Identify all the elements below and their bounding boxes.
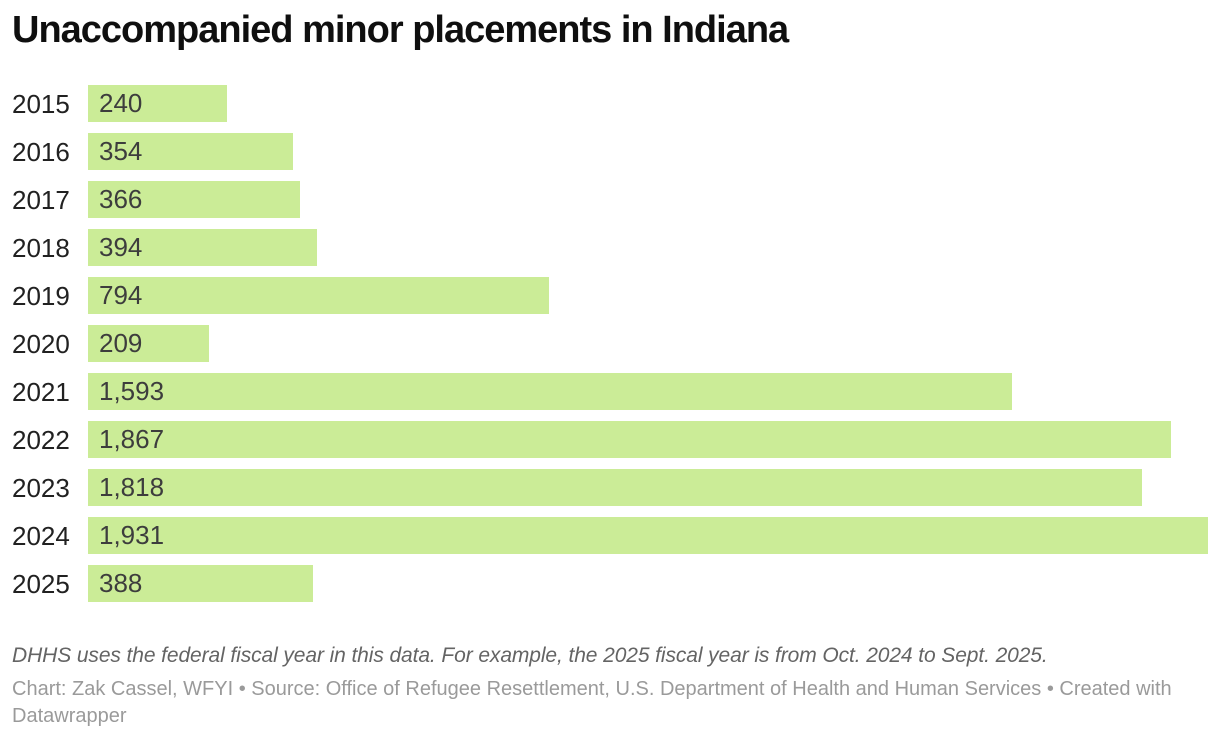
bar-row: 2019 794 [12,272,1208,320]
footnote: DHHS uses the federal fiscal year in thi… [12,643,1048,667]
bar-row: 2022 1,867 [12,416,1208,464]
bar[interactable]: 366 [88,181,301,219]
bar-track: 1,867 [88,421,1208,459]
bar-track: 1,818 [88,469,1208,507]
bar[interactable]: 1,593 [88,373,1012,411]
chart-footer: DHHS uses the federal fiscal year in thi… [12,642,1208,730]
value-label: 394 [99,232,143,263]
bar[interactable]: 240 [88,85,228,123]
year-label: 2019 [12,280,70,311]
value-label: 354 [99,136,143,167]
bar-track: 354 [88,133,1208,171]
bar-row: 2025 388 [12,560,1208,608]
attribution: Chart: Zak Cassel, WFYI • Source: Office… [12,677,1172,727]
bar-row: 2015 240 [12,80,1208,128]
bar-row: 2018 394 [12,224,1208,272]
bar-track: 1,593 [88,373,1208,411]
bar-track: 1,931 [88,517,1208,555]
bar[interactable]: 1,931 [88,517,1208,555]
year-label: 2015 [12,88,70,119]
bar-row: 2017 366 [12,176,1208,224]
bar-row: 2023 1,818 [12,464,1208,512]
bar-row: 2020 209 [12,320,1208,368]
year-label: 2024 [12,520,70,551]
bar[interactable]: 354 [88,133,294,171]
value-label: 1,818 [99,472,165,503]
bar-row: 2024 1,931 [12,512,1208,560]
year-label: 2020 [12,328,70,359]
bar[interactable]: 394 [88,229,317,267]
value-label: 240 [99,88,143,119]
bar[interactable]: 1,818 [88,469,1143,507]
year-label: 2023 [12,472,70,503]
value-label: 1,931 [99,520,165,551]
year-label: 2025 [12,568,70,599]
value-label: 388 [99,568,143,599]
bar-track: 388 [88,565,1208,603]
bar[interactable]: 1,867 [88,421,1171,459]
bar-chart: 2015 240 2016 354 2017 366 2018 394 [12,80,1208,608]
bar-track: 366 [88,181,1208,219]
year-label: 2021 [12,376,70,407]
bar[interactable]: 209 [88,325,210,363]
value-label: 1,867 [99,424,165,455]
bar-track: 209 [88,325,1208,363]
year-label: 2017 [12,184,70,215]
bar-track: 240 [88,85,1208,123]
chart-title: Unaccompanied minor placements in Indian… [12,9,789,51]
bar[interactable]: 388 [88,565,314,603]
value-label: 1,593 [99,376,165,407]
year-label: 2016 [12,136,70,167]
value-label: 209 [99,328,143,359]
value-label: 366 [99,184,143,215]
bar-row: 2021 1,593 [12,368,1208,416]
bar-track: 394 [88,229,1208,267]
bar[interactable]: 794 [88,277,549,315]
bar-row: 2016 354 [12,128,1208,176]
bar-track: 794 [88,277,1208,315]
year-label: 2022 [12,424,70,455]
year-label: 2018 [12,232,70,263]
value-label: 794 [99,280,143,311]
